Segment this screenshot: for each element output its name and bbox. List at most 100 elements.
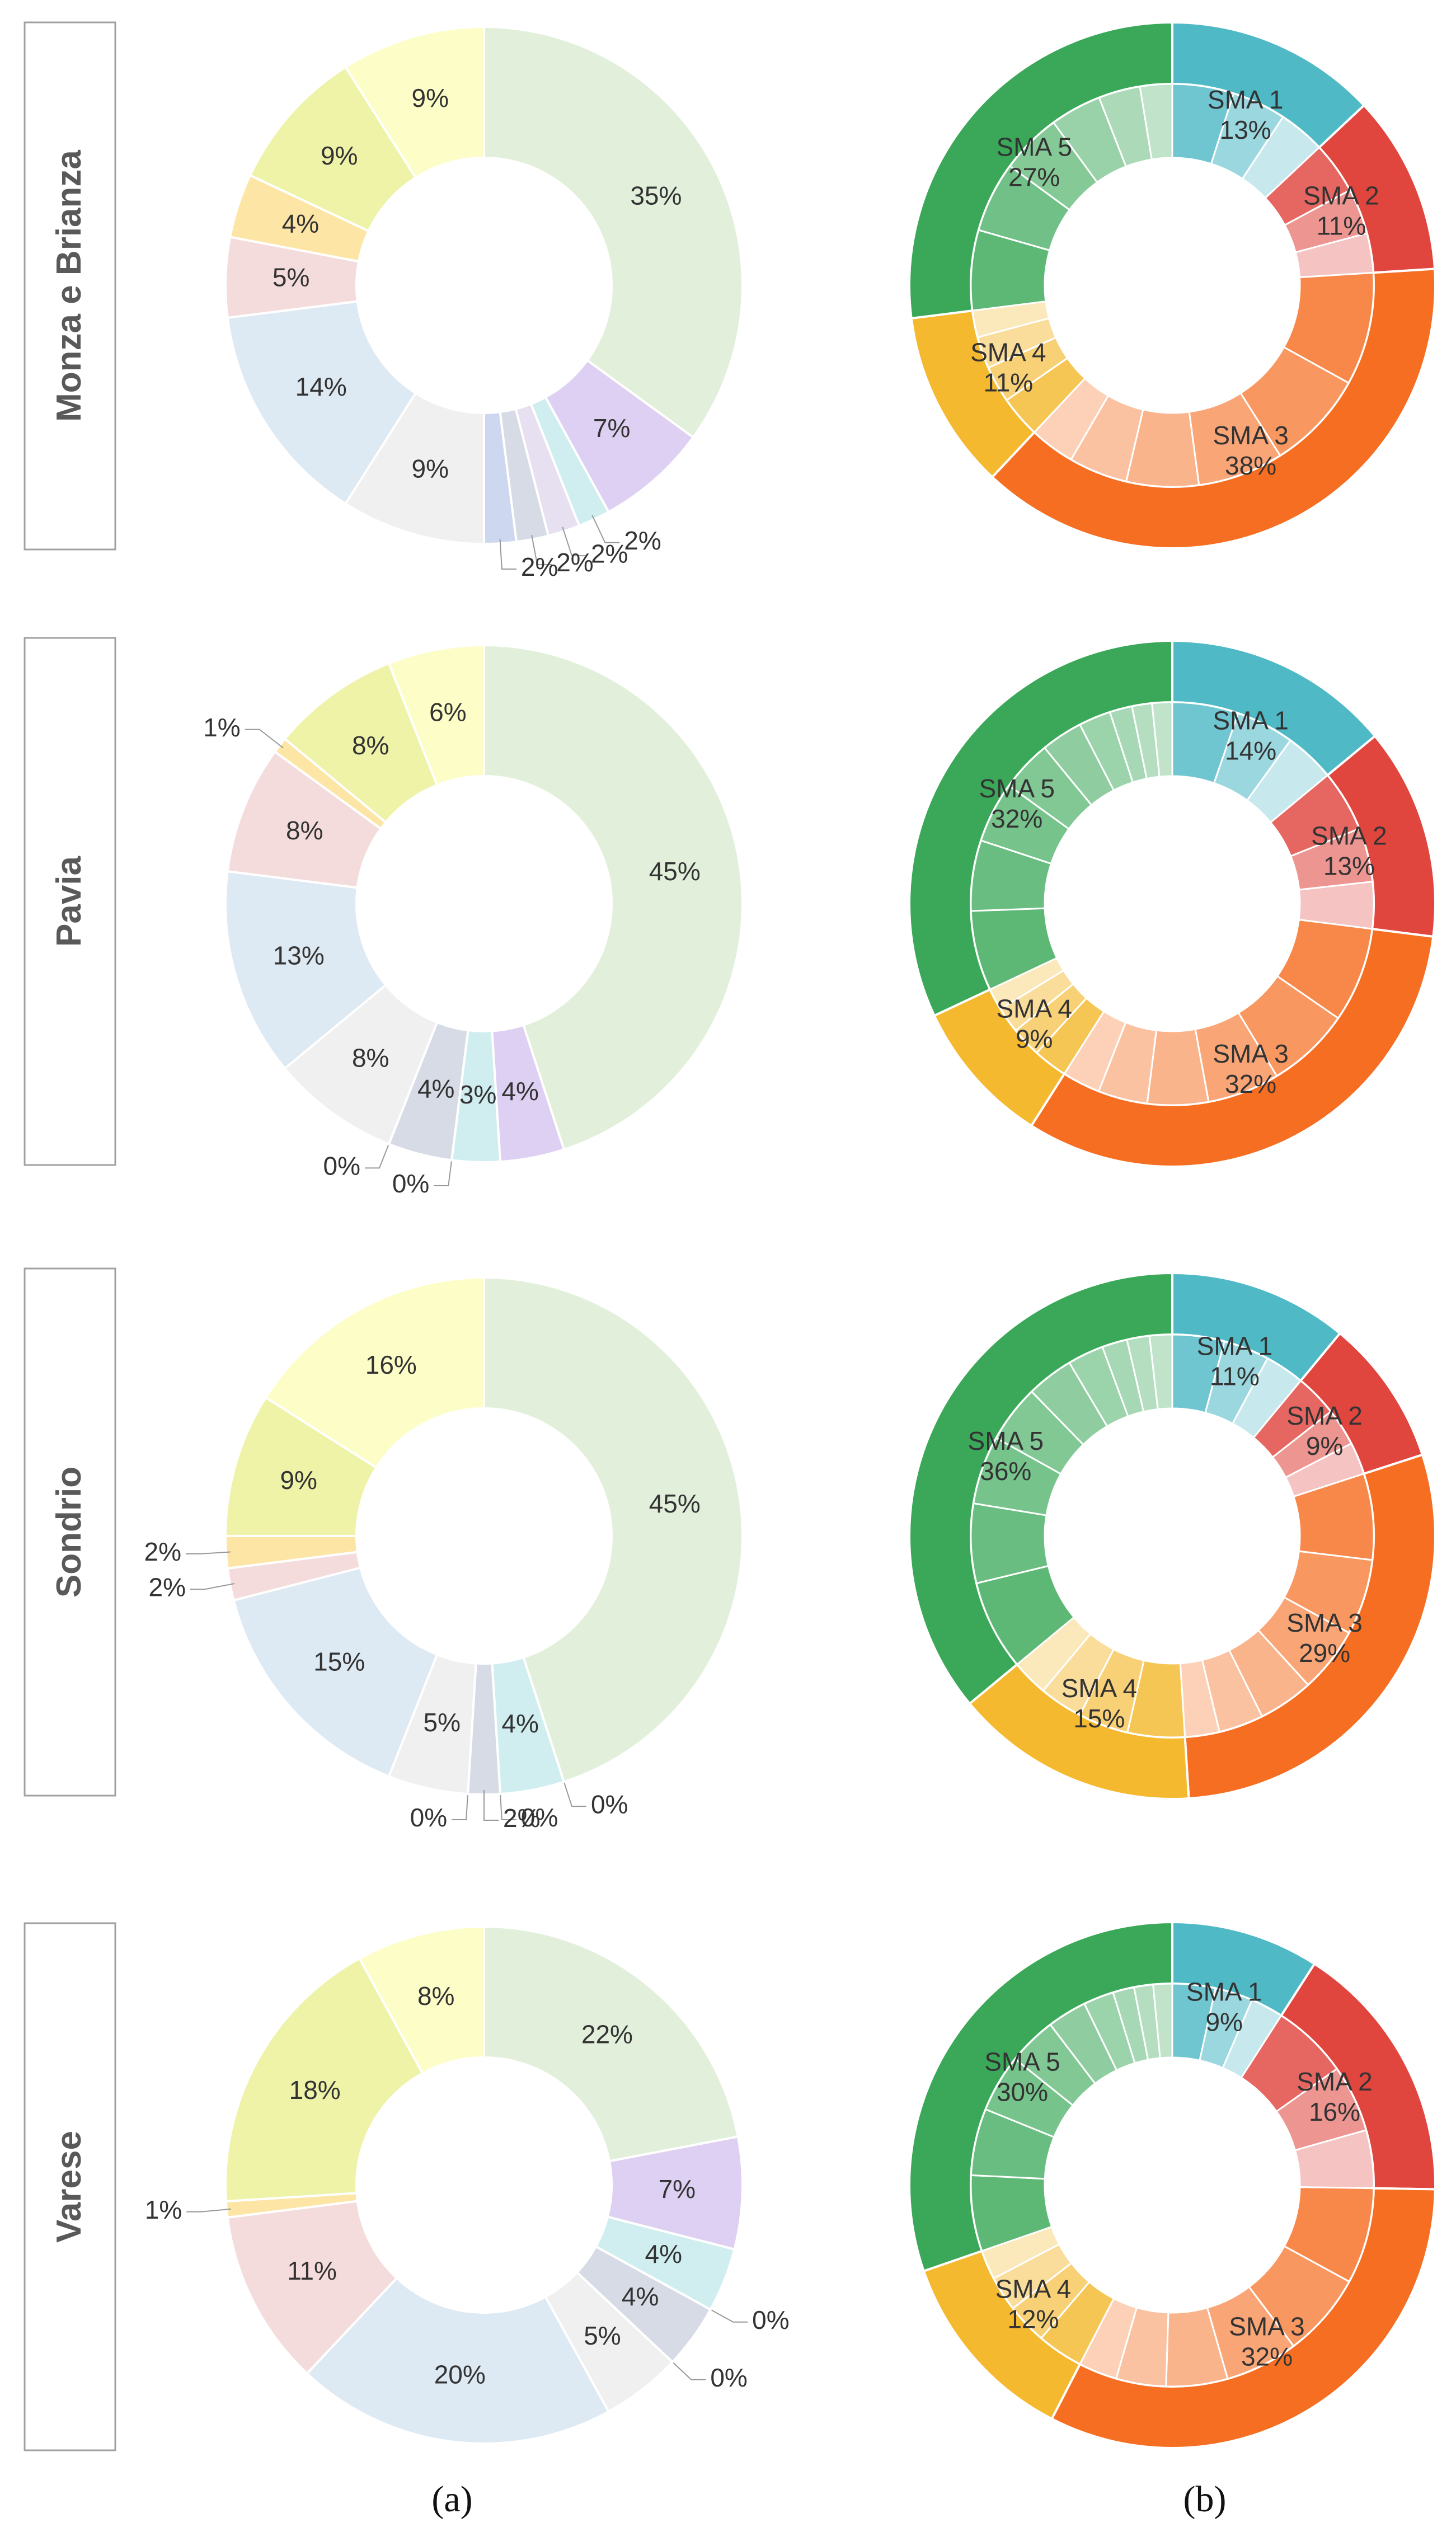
slice-label: 4% (622, 2282, 659, 2311)
slice-label: 4% (501, 1077, 538, 1106)
leader-line (562, 527, 586, 557)
leader-line (706, 2306, 748, 2323)
slice-label: 5% (273, 262, 309, 292)
slice-label: 2% (521, 552, 558, 581)
sma-name-label: SMA 2 (1286, 1401, 1363, 1430)
donut-slice (226, 300, 417, 505)
region-label-box (24, 1267, 116, 1797)
sma-value-label: 29% (1299, 1638, 1350, 1667)
slice-label: 14% (295, 372, 347, 401)
slice-label: 8% (352, 1043, 389, 1072)
slice-label: 45% (649, 857, 701, 886)
sma-name-label: SMA 5 (979, 774, 1055, 803)
region-label-box (24, 21, 116, 551)
sma-name-label: SMA 1 (1213, 706, 1289, 735)
region-label-box (24, 637, 116, 1166)
donut-chart-monza-e-brianza: 35%7%2%2%2%2%9%14%5%4%9%9% (224, 25, 744, 581)
sma-name-label: SMA 3 (1229, 2312, 1305, 2341)
slice-label: 22% (581, 2019, 633, 2049)
sma-value-label: 11% (1210, 1362, 1260, 1391)
slice-label: 9% (321, 141, 358, 170)
slice-label: 11% (287, 2256, 337, 2285)
leader-line (452, 1789, 469, 1820)
donut-slice (483, 1276, 744, 1783)
sma-value-label: 15% (1073, 1704, 1125, 1733)
region-label: Sondrio (50, 1467, 88, 1598)
sma-value-label: 13% (1220, 115, 1271, 144)
sma-name-label: SMA 2 (1303, 181, 1379, 210)
donut-slice (305, 2276, 610, 2445)
leader-line (186, 1551, 231, 1554)
sma-name-label: SMA 4 (1062, 1674, 1138, 1703)
slice-label: 9% (412, 83, 449, 112)
row-monza: Monza e Brianza (24, 21, 116, 551)
leader-line (434, 1155, 453, 1186)
slice-label: 6% (429, 697, 466, 726)
sunburst-chart-monza-e-brianza: SMA 113%SMA 211%SMA 338%SMA 411%SMA 527% (908, 21, 1436, 549)
donut-chart-pavia: 45% 4%3% 0% 4% 0% 8% 13% 8% 1% 8% 6% (203, 643, 744, 1198)
region-label: Varese (50, 2131, 88, 2243)
sma-inner-segment (1148, 1333, 1173, 1411)
slice-label: 4% (282, 209, 319, 238)
sma-name-label: SMA 4 (996, 994, 1072, 1023)
charts: 35%7%2%2%2%2%9%14%5%4%9%9%45%4%3%0%4%0%8… (144, 21, 1436, 2449)
donut-slice (483, 1925, 740, 2163)
slice-label: 1% (203, 713, 240, 742)
slice-label: 9% (412, 454, 449, 483)
slice-label: 4% (501, 1709, 538, 1738)
slice-label: 20% (434, 2360, 486, 2389)
leader-line (499, 539, 516, 570)
slice-label: 4% (417, 1074, 454, 1103)
slice-label: 9% (280, 1465, 317, 1495)
sma-name-label: SMA 3 (1213, 421, 1289, 450)
slice-label: 2% (591, 539, 628, 568)
region-label: Pavia (50, 856, 88, 947)
donut-chart-sondrio: 45%0%4%0%2%0%5%15%2%2%9%16% (144, 1276, 744, 1833)
sma-name-label: SMA 3 (1213, 1039, 1289, 1068)
sma-name-label: SMA 1 (1208, 85, 1284, 114)
slice-label: 5% (423, 1708, 460, 1737)
slice-label: 0% (410, 1803, 447, 1832)
sma-name-label: SMA 5 (968, 1426, 1044, 1455)
slice-label: 13% (273, 941, 325, 970)
slice-label: 2% (503, 1803, 540, 1833)
leader-line (499, 1789, 516, 1820)
sma-name-label: SMA 5 (984, 2047, 1060, 2076)
leader-line (245, 729, 284, 749)
slice-label: 8% (417, 1981, 454, 2010)
sma-value-label: 32% (1241, 2342, 1293, 2371)
donut-slice (224, 1957, 424, 2203)
slice-label: 5% (584, 2321, 621, 2350)
sma-value-label: 11% (1317, 211, 1366, 240)
slice-label: 7% (593, 414, 630, 443)
donut-slice (483, 643, 744, 1151)
sma-name-label: SMA 1 (1197, 1332, 1273, 1361)
leader-line (364, 1139, 391, 1169)
sma-inner-segment (1151, 701, 1173, 778)
slice-label: 0% (710, 2363, 747, 2392)
sunburst-chart-sondrio: SMA 111% SMA 29% SMA 329% SMA 415% SMA 536% (908, 1271, 1436, 1800)
slice-label: 1% (145, 2195, 182, 2224)
donut-slice (264, 1276, 485, 1469)
sma-value-label: 9% (1205, 2007, 1242, 2036)
leader-line (591, 515, 620, 543)
sma-value-label: 32% (991, 804, 1042, 833)
sma-name-label: SMA 4 (995, 2275, 1072, 2304)
slice-label: 15% (313, 1647, 365, 1676)
row-sondrio: Sondrio (24, 1267, 116, 1797)
sma-value-label: 16% (1309, 2097, 1360, 2126)
slice-label: 2% (149, 1572, 186, 1601)
donut-slice (358, 1925, 485, 2075)
leader-line (190, 1583, 235, 1590)
leader-line (483, 1790, 499, 1821)
sma-value-label: 11% (984, 368, 1034, 397)
slice-label: 0% (323, 1151, 360, 1180)
sma-name-label: SMA 3 (1286, 1608, 1363, 1637)
sunburst-chart-varese: SMA 19% SMA 216% SMA 332% SMA 412% SMA 530% (908, 1920, 1436, 2449)
sma-name-label: SMA 5 (996, 133, 1072, 162)
sma-value-label: 12% (1007, 2305, 1059, 2334)
donut-slice (224, 870, 388, 1070)
donut-slice (483, 25, 744, 439)
donut-slice (226, 2200, 398, 2375)
